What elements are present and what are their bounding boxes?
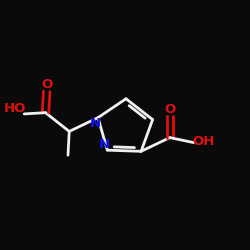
Text: O: O — [41, 78, 52, 91]
Text: HO: HO — [4, 102, 26, 116]
Text: O: O — [164, 103, 176, 116]
Text: N: N — [99, 138, 110, 151]
Text: N: N — [90, 118, 101, 130]
Text: OH: OH — [192, 135, 215, 148]
